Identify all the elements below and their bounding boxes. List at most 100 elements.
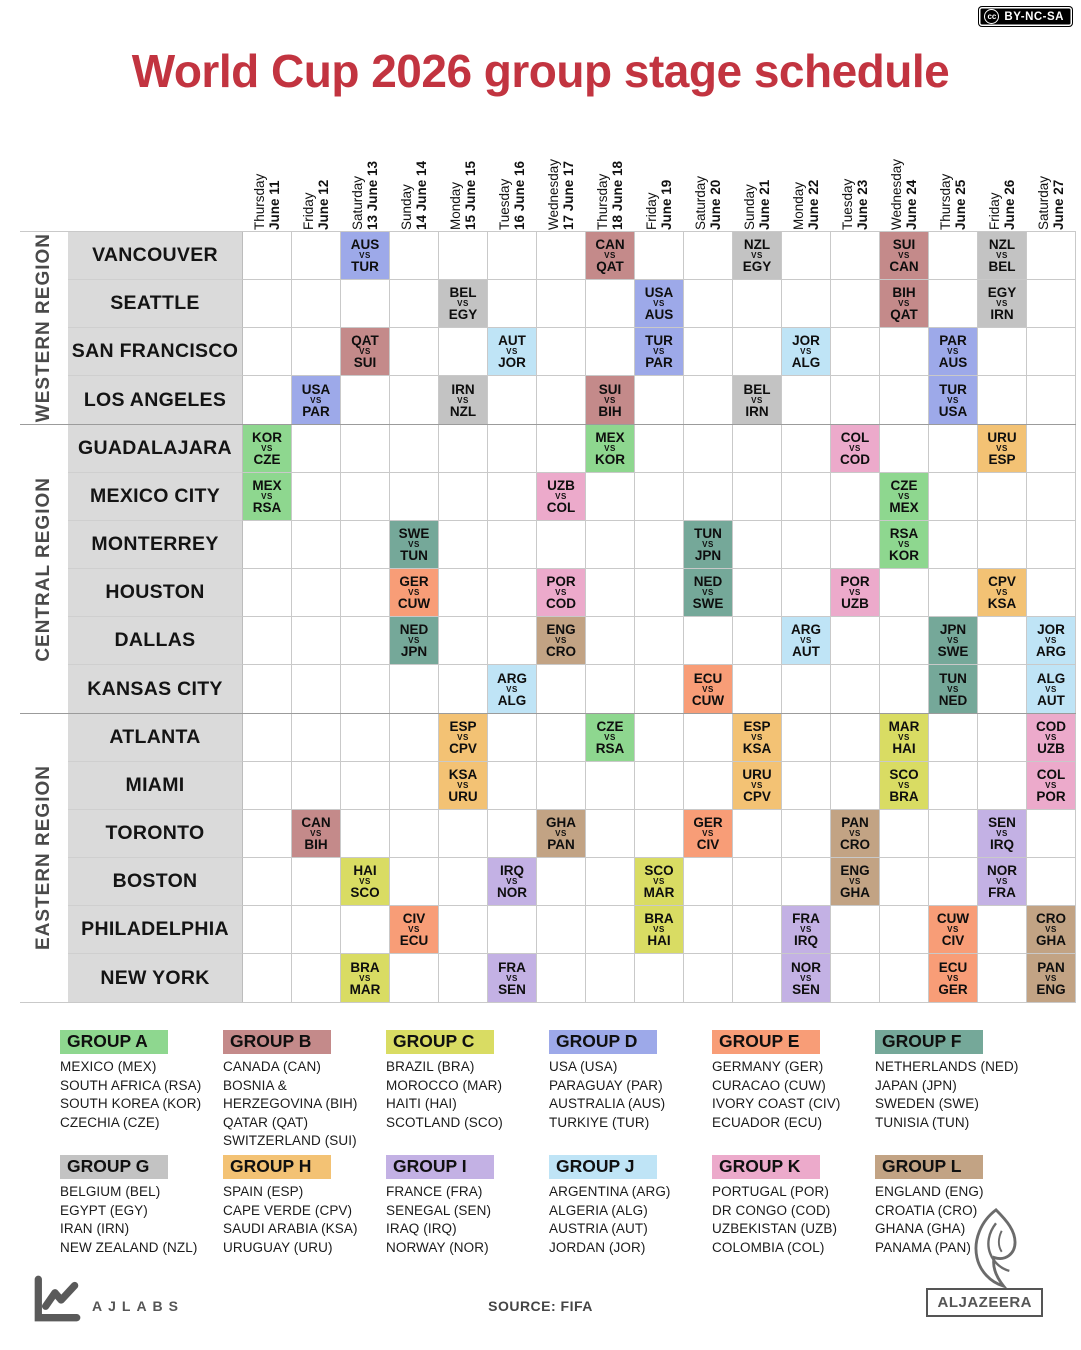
legend-team: SAUDI ARABIA (KSA) — [223, 1221, 358, 1236]
city-label: TORONTO — [68, 810, 243, 858]
legend-team: FRANCE (FRA) — [386, 1184, 483, 1199]
region-label: WESTERN REGION — [20, 232, 68, 424]
away-team-code: CIV — [941, 933, 965, 948]
date-label: June 26 — [1001, 179, 1017, 230]
match: ARG VS AUT — [782, 617, 830, 664]
vs-label: VS — [849, 829, 861, 838]
empty-cell — [733, 473, 782, 521]
empty-cell — [243, 376, 292, 424]
home-team-code: CRO — [1036, 911, 1066, 926]
empty-cell — [880, 665, 929, 713]
match-cell: BIH VS QAT — [880, 280, 929, 328]
city-label: NEW YORK — [68, 954, 243, 1002]
date-weekday: Sunday — [398, 184, 414, 230]
empty-cell — [782, 280, 831, 328]
vs-label: VS — [457, 781, 469, 790]
vs-label: VS — [506, 877, 518, 886]
empty-cell — [635, 810, 684, 858]
home-team-code: CAN — [301, 815, 331, 830]
away-team-code: IRN — [990, 307, 1014, 322]
vs-label: VS — [702, 540, 714, 549]
schedule-grid-body: WESTERN REGION VANCOUVER AUS VS TUR CAN VS QAT N… — [20, 231, 1076, 1003]
home-team-code: ENG — [840, 863, 870, 878]
city-row: MEXICO CITY MEX VS RSA UZB VS COL CZE VS MEX — [68, 473, 1076, 521]
vs-label: VS — [800, 636, 812, 645]
date-header: Saturday 13 June 13 — [350, 136, 382, 230]
home-team-code: POR — [546, 574, 576, 589]
home-team-code: PAR — [939, 333, 967, 348]
legend-team: PARAGUAY (PAR) — [549, 1077, 663, 1093]
match-cell: PAN VS ENG — [1027, 954, 1076, 1002]
away-team-code: EGY — [742, 259, 772, 274]
date-label: June 27 — [1050, 179, 1066, 230]
match: ESP VS CPV — [439, 714, 487, 761]
empty-cell — [782, 810, 831, 858]
away-team-code: MAR — [349, 981, 381, 997]
match: KSA VS URU — [439, 762, 487, 809]
home-team-code: GER — [399, 574, 429, 589]
empty-cell — [1027, 232, 1076, 280]
legend-group: GROUP B CANADA (CAN) BOSNIA & HERZEGOVINA … — [223, 1030, 386, 1155]
date-weekday: Wednesday — [888, 158, 904, 230]
date-header: Thursday June 25 — [938, 136, 970, 230]
date-weekday: Tuesday — [839, 178, 855, 230]
match: IRN VS NZL — [439, 376, 487, 424]
date-header: Friday June 19 — [644, 136, 676, 230]
legend-team: NETHERLANDS (NED) — [875, 1059, 1019, 1074]
legend-team: TUNISIA (TUN) — [875, 1114, 970, 1130]
home-team-code: CUW — [936, 911, 970, 926]
home-team-code: RSA — [889, 526, 919, 541]
date-weekday: Friday — [643, 192, 659, 230]
date-header: Wednesday June 24 — [889, 136, 921, 230]
city-label: VANCOUVER — [68, 232, 243, 280]
legend-group: GROUP C BRAZIL (BRA) MOROCCO (MAR) HAITI (H… — [386, 1030, 549, 1155]
vs-label: VS — [408, 636, 420, 645]
date-weekday: Saturday — [1035, 175, 1051, 230]
away-team-code: CPV — [449, 741, 477, 756]
away-team-code: BIH — [598, 403, 622, 419]
city-row: TORONTO CAN VS BIH GHA VS PAN GER VS CIV PAN VS CRO S… — [68, 810, 1076, 858]
legend-group-title: GROUP K — [712, 1155, 820, 1179]
empty-cell — [586, 569, 635, 617]
home-team-code: ALG — [1036, 670, 1066, 686]
legend: GROUP A MEXICO (MEX) SOUTH AFRICA (RSA) SOU… — [60, 1030, 1038, 1280]
empty-cell — [635, 762, 684, 810]
home-team-code: BEL — [743, 381, 771, 397]
empty-cell — [341, 665, 390, 713]
match-cell: BEL VS IRN — [733, 376, 782, 424]
empty-cell — [635, 521, 684, 569]
empty-cell — [684, 762, 733, 810]
home-team-code: GER — [693, 815, 723, 830]
match: NED VS JPN — [390, 617, 438, 664]
match-cell: URU VS ESP — [978, 425, 1027, 473]
cc-license-label: BY-NC-SA — [1004, 10, 1064, 23]
empty-cell — [439, 665, 488, 713]
empty-cell — [292, 521, 341, 569]
away-team-code: CPV — [743, 789, 771, 804]
empty-cell — [1027, 569, 1076, 617]
home-team-code: TUN — [939, 670, 967, 686]
empty-cell — [782, 569, 831, 617]
date-label: June 12 — [315, 179, 331, 230]
match: TUR VS PAR — [635, 328, 683, 375]
empty-cell — [586, 665, 635, 713]
vs-label: VS — [555, 492, 567, 501]
match-cell: NED VS JPN — [390, 617, 439, 665]
legend-team: SWEDEN (SWE) — [875, 1096, 979, 1111]
empty-cell — [390, 858, 439, 906]
empty-cell — [586, 906, 635, 954]
empty-cell — [488, 473, 537, 521]
away-team-code: SEN — [792, 981, 820, 997]
vs-label: VS — [996, 251, 1008, 260]
match: GHA VS PAN — [537, 810, 585, 857]
empty-cell — [439, 906, 488, 954]
empty-cell — [684, 473, 733, 521]
region-label-text: CENTRAL REGION — [33, 476, 54, 662]
legend-team: PORTUGAL (POR) — [712, 1184, 829, 1199]
empty-cell — [782, 232, 831, 280]
match: POR VS COD — [537, 569, 585, 616]
city-label: PHILADELPHIA — [68, 906, 243, 954]
empty-cell — [684, 328, 733, 376]
date-header: Monday June 22 — [791, 136, 823, 230]
match-cell: SEN VS IRQ — [978, 810, 1027, 858]
